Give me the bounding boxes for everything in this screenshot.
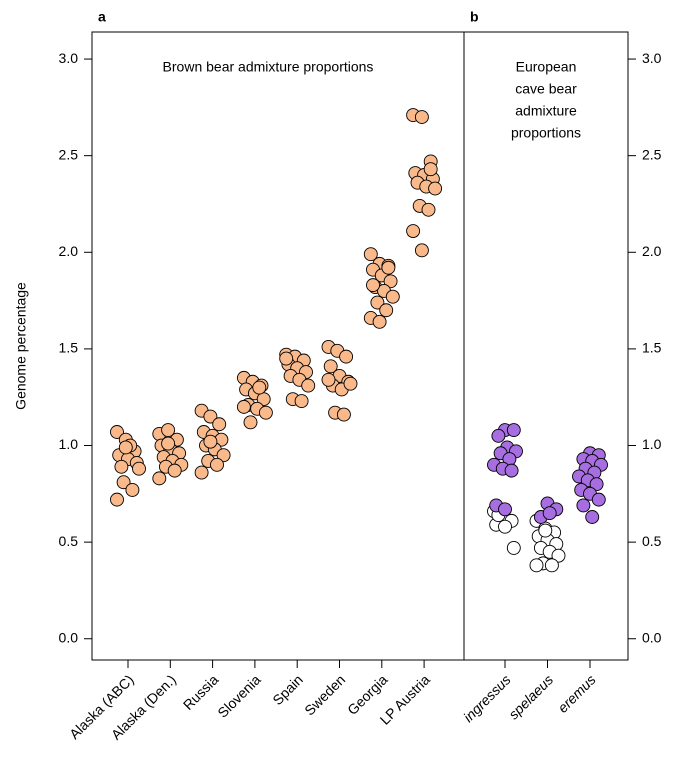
- data-point: [370, 295, 385, 310]
- data-point: [258, 405, 273, 420]
- data-point: [216, 448, 231, 463]
- y-tick-label: 0.0: [59, 629, 79, 645]
- y-tick-label: 1.5: [59, 340, 79, 356]
- data-point: [498, 519, 512, 534]
- data-point: [506, 423, 521, 438]
- data-point: [210, 457, 224, 472]
- data-point: [589, 477, 604, 492]
- data-point: [152, 471, 167, 486]
- data-point: [506, 540, 521, 555]
- data-point: [203, 409, 218, 424]
- data-point: [383, 274, 398, 289]
- data-point: [321, 372, 336, 387]
- data-point: [203, 434, 218, 449]
- data-point: [423, 162, 438, 177]
- x-tick-label: spelaeus: [505, 671, 556, 722]
- y-tick-label: 2.5: [642, 146, 662, 162]
- data-point: [529, 558, 544, 573]
- data-point: [585, 510, 600, 524]
- data-point: [323, 359, 338, 374]
- data-point: [294, 394, 309, 409]
- x-tick-label: eremus: [554, 671, 598, 715]
- y-axis-label: Genome percentage: [13, 282, 29, 410]
- x-tick-label: Sweden: [301, 671, 348, 718]
- y-tick-label: 3.0: [642, 50, 662, 66]
- data-point: [336, 407, 351, 422]
- y-tick-label: 0.0: [642, 629, 662, 645]
- data-point: [544, 558, 559, 573]
- data-point: [110, 425, 124, 439]
- data-point: [538, 523, 553, 538]
- x-tick-label: Spain: [269, 671, 306, 708]
- annotation: proportions: [511, 125, 581, 141]
- data-point: [551, 548, 566, 563]
- data-point: [366, 278, 380, 293]
- data-point: [414, 243, 429, 258]
- y-tick-label: 2.0: [59, 243, 79, 259]
- y-tick-label: 1.0: [59, 436, 79, 452]
- data-point: [114, 459, 129, 474]
- x-tick-label: Slovenia: [214, 671, 263, 720]
- data-point: [406, 224, 421, 238]
- y-tick-label: 1.5: [642, 340, 662, 356]
- data-point: [504, 463, 519, 478]
- data-point: [498, 502, 512, 517]
- data-point: [491, 428, 506, 443]
- data-point: [118, 440, 133, 455]
- x-tick-label: Russia: [180, 671, 222, 713]
- data-point: [379, 303, 394, 318]
- data-point: [542, 506, 557, 521]
- data-point: [194, 465, 209, 480]
- data-point: [372, 314, 387, 329]
- data-point: [212, 417, 227, 432]
- data-point: [363, 247, 378, 262]
- data-point: [167, 463, 182, 478]
- y-tick-label: 3.0: [59, 50, 79, 66]
- data-point: [428, 181, 443, 196]
- data-point: [414, 110, 429, 124]
- data-point: [301, 378, 316, 393]
- data-point: [591, 492, 606, 507]
- x-tick-label: ingressus: [460, 671, 514, 725]
- data-point: [243, 415, 258, 430]
- annotation: admixture: [515, 103, 577, 119]
- plot-frame: [91, 31, 629, 661]
- y-tick-label: 0.5: [59, 533, 79, 549]
- data-point: [279, 351, 294, 366]
- data-point: [339, 349, 354, 364]
- data-point: [343, 376, 358, 391]
- data-point: [125, 483, 140, 497]
- data-point: [576, 498, 591, 513]
- y-tick-label: 1.0: [642, 436, 662, 452]
- data-point: [236, 399, 251, 414]
- data-point: [381, 260, 396, 275]
- y-tick-label: 2.0: [642, 243, 662, 259]
- annotation: European: [516, 59, 577, 75]
- data-point: [116, 475, 131, 490]
- panel-label: a: [98, 9, 106, 25]
- data-point: [252, 380, 267, 395]
- data-point: [385, 289, 400, 304]
- panel-label: b: [470, 9, 479, 25]
- data-point: [421, 202, 436, 217]
- y-tick-label: 0.5: [642, 533, 662, 549]
- annotation: Brown bear admixture proportions: [163, 59, 374, 75]
- data-point: [161, 423, 176, 438]
- annotation: cave bear: [515, 81, 577, 97]
- data-point: [110, 492, 124, 507]
- y-tick-label: 2.5: [59, 146, 79, 162]
- data-point: [161, 436, 176, 451]
- data-point: [132, 461, 146, 476]
